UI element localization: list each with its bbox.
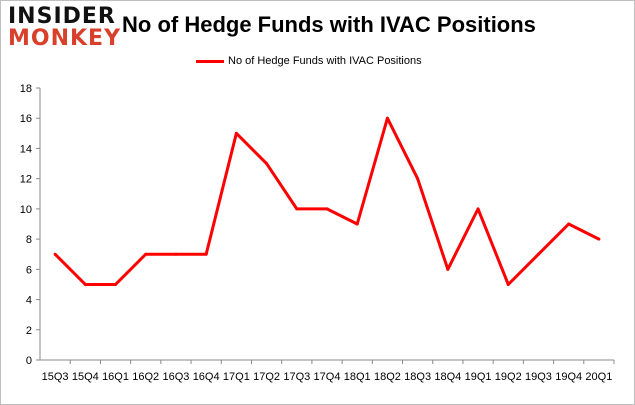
data-point: [506, 282, 510, 286]
y-tick-label: 6: [26, 264, 32, 276]
data-point: [53, 252, 57, 256]
logo-line-2: MONKEY: [8, 26, 122, 51]
x-tick-label: 19Q4: [555, 371, 582, 383]
y-tick-label: 18: [20, 83, 32, 95]
data-point: [385, 116, 389, 120]
x-tick-label: 16Q3: [162, 371, 189, 383]
data-point: [325, 207, 329, 211]
data-point: [295, 207, 299, 211]
chart-title: No of Hedge Funds with IVAC Positions: [122, 12, 536, 37]
y-tick-label: 8: [26, 234, 32, 246]
insider-monkey-logo: INSIDER MONKEY: [8, 6, 121, 50]
data-point: [204, 252, 208, 256]
y-tick-label: 14: [20, 143, 32, 155]
data-point: [416, 177, 420, 181]
x-tick-label: 15Q3: [42, 371, 69, 383]
x-tick-label: 18Q4: [434, 371, 461, 383]
x-tick-label: 18Q2: [374, 371, 401, 383]
data-point: [265, 162, 269, 166]
x-tick-label: 18Q3: [404, 371, 431, 383]
data-point: [114, 282, 118, 286]
y-tick-label: 0: [26, 355, 32, 367]
data-point: [144, 252, 148, 256]
x-tick-label: 19Q3: [525, 371, 552, 383]
series-line: [54, 116, 600, 286]
logo-line-1: INSIDER: [8, 4, 116, 29]
data-point: [83, 282, 87, 286]
data-point: [476, 207, 480, 211]
x-tick-label: 17Q3: [283, 371, 310, 383]
x-tick-label: 16Q2: [132, 371, 159, 383]
legend: No of Hedge Funds with IVAC Positions: [196, 55, 422, 67]
x-tick-label: 16Q4: [193, 371, 220, 383]
x-tick-label: 19Q2: [495, 371, 522, 383]
x-tick-label: 17Q2: [253, 371, 280, 383]
data-point: [597, 237, 601, 241]
data-point: [174, 252, 178, 256]
x-tick-label: 17Q4: [314, 371, 341, 383]
x-tick-label: 20Q1: [585, 371, 612, 383]
legend-label: No of Hedge Funds with IVAC Positions: [228, 55, 422, 67]
x-tick-label: 19Q1: [465, 371, 492, 383]
x-tick-label: 17Q1: [223, 371, 250, 383]
data-point: [234, 131, 238, 135]
y-tick-label: 16: [20, 113, 32, 125]
y-tick-label: 4: [26, 295, 32, 307]
y-tick-label: 10: [20, 204, 32, 216]
x-tick-label: 18Q1: [344, 371, 371, 383]
data-point: [536, 252, 540, 256]
data-point: [446, 267, 450, 271]
data-point: [355, 222, 359, 226]
legend-swatch: [196, 59, 224, 63]
x-tick-label: 15Q4: [72, 371, 99, 383]
data-point: [567, 222, 571, 226]
y-tick-label: 12: [20, 174, 32, 186]
x-tick-label: 16Q1: [102, 371, 129, 383]
y-tick-label: 2: [26, 325, 32, 337]
